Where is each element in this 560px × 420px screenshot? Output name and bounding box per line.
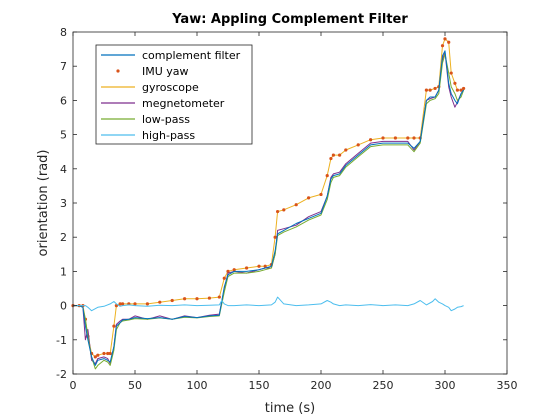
legend-entry: IMU yaw [142,65,189,78]
data-point [145,302,149,306]
y-tick-label: 1 [60,265,67,278]
data-point [195,297,199,301]
y-tick-label: -1 [56,334,67,347]
data-point [338,153,342,157]
data-point [455,88,459,92]
data-point [428,88,432,92]
data-point [121,302,125,306]
legend-box [95,44,253,145]
data-point [443,37,447,41]
y-tick-label: 8 [60,26,67,39]
legend: complement filter IMU yaw gyroscope megneto… [95,44,253,145]
chart-title: Yaw: Appling Complement Filter [171,12,408,27]
series-line-high-pass [73,296,464,312]
legend-marker [116,69,120,73]
data-point [112,324,116,328]
y-ticks: -2 -1 0 1 2 3 4 5 6 7 8 [56,26,507,381]
data-point [245,266,249,270]
data-point [93,355,97,359]
data-point [133,302,137,306]
legend-entry: low-pass [142,113,190,126]
data-point [307,196,311,200]
data-point [217,295,221,299]
legend-entry: high-pass [142,129,195,142]
data-point [263,264,267,268]
data-point [440,44,445,48]
data-point [329,156,333,161]
legend-entry: gyroscope [142,81,199,94]
x-tick-label: 150 [249,379,270,392]
x-tick-label: 100 [187,379,208,392]
data-point [412,136,416,140]
data-point [344,148,348,152]
data-point [319,192,323,197]
data-point [257,264,261,268]
series-layer [71,37,466,370]
y-tick-label: 4 [60,163,67,176]
x-tick-label: 200 [311,379,332,392]
data-point [108,351,112,356]
legend-entry: complement filter [142,49,241,62]
data-point [102,351,106,356]
x-tick-label: 350 [497,379,518,392]
y-tick-label: 0 [60,300,67,313]
data-point [447,40,451,44]
y-tick-label: 2 [60,231,67,244]
data-point [106,351,110,356]
data-point [273,235,277,239]
data-point [118,302,122,306]
x-tick-label: 0 [70,379,77,392]
data-point [462,86,466,91]
data-point [325,174,329,178]
y-tick-label: 6 [60,94,67,107]
y-tick-label: 5 [60,129,67,142]
x-axis-label: time (s) [265,401,315,416]
data-point [356,143,360,147]
data-point [393,136,397,140]
data-point [459,88,463,92]
data-point [449,71,453,75]
series-line-low-pass [73,53,465,370]
y-tick-label: -2 [56,368,67,381]
data-point [381,136,385,140]
data-point [170,298,174,303]
data-point [406,136,410,140]
x-tick-label: 50 [128,379,142,392]
data-point [424,88,428,92]
y-axis-label: orientation (rad) [36,150,51,257]
legend-entry: megnetometer [142,97,225,110]
y-tick-label: 3 [60,197,67,210]
data-point [453,81,457,85]
data-point [226,269,230,273]
data-point [282,208,286,212]
data-point [331,153,335,157]
data-point [183,297,187,301]
x-ticks: 0 50 100 150 200 250 300 350 [70,32,518,392]
x-tick-label: 250 [373,379,394,392]
data-point [158,300,162,304]
data-point [294,203,298,207]
y-tick-label: 7 [60,60,67,73]
x-tick-label: 300 [435,379,456,392]
data-point [96,353,100,357]
data-point [207,296,211,300]
data-point [276,209,280,214]
series-line-complement-filter [73,50,465,366]
data-point [369,138,373,142]
data-point [222,276,226,280]
data-point [433,86,437,91]
data-point [232,268,236,272]
